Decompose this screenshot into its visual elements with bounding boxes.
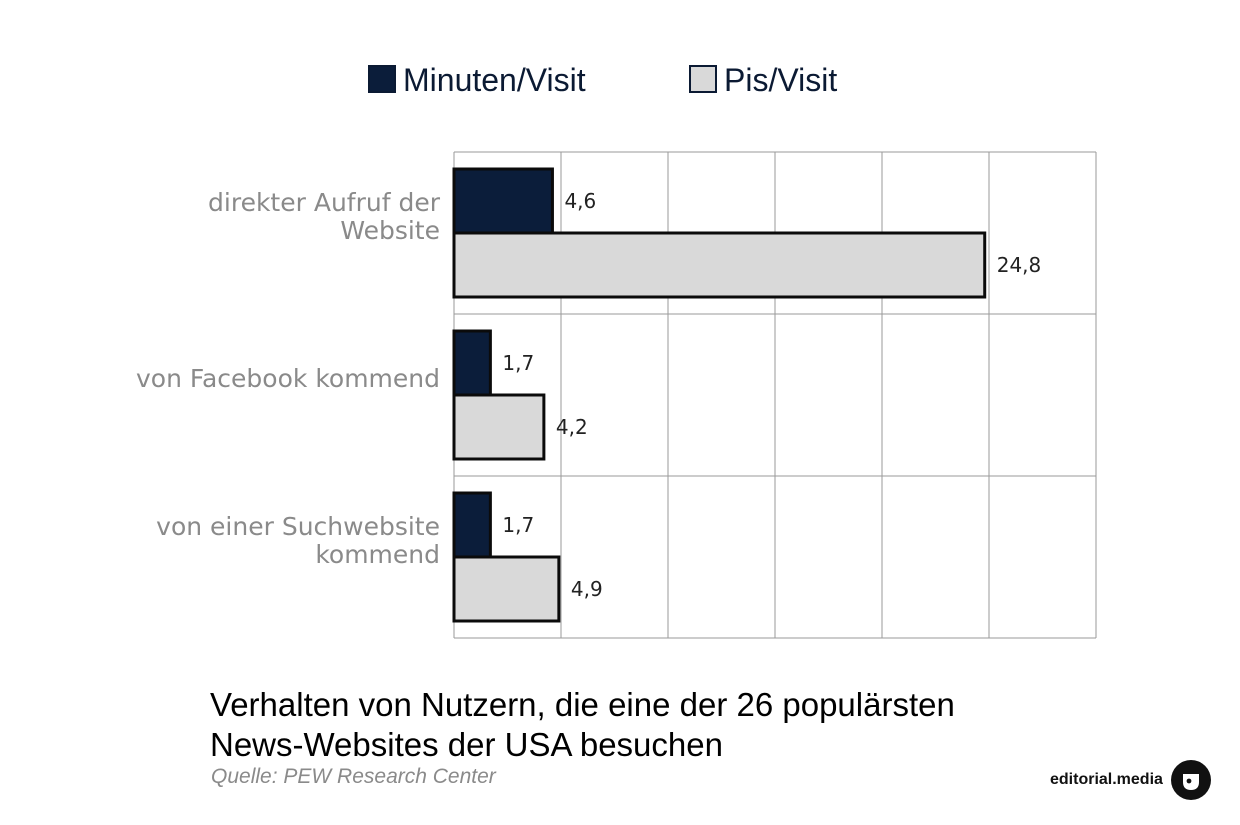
category-label-1-line-1: direkter Aufruf der — [208, 188, 441, 217]
bar-1-2 — [452, 231, 987, 299]
brand[interactable]: editorial.media — [1050, 760, 1211, 800]
value-label-2-1: 1,7 — [502, 351, 534, 375]
bar-3-2 — [452, 555, 561, 623]
category-label-2: von Facebook kommend — [136, 364, 440, 393]
legend-swatch-2 — [689, 65, 717, 93]
category-label-3: von einer Suchwebsite kommend — [156, 512, 440, 569]
bar-2-2 — [452, 393, 546, 461]
brand-name: editorial.media — [1050, 771, 1163, 788]
bar-2-1 — [452, 329, 492, 397]
category-label-1-line-2: Website — [340, 216, 440, 245]
category-label-3-line-2: kommend — [315, 540, 440, 569]
source-note: Quelle: PEW Research Center — [211, 765, 496, 788]
legend-label-2: Pis/Visit — [724, 62, 837, 98]
bar-3-1 — [452, 491, 492, 559]
category-label-3-line-1: von einer Suchwebsite — [156, 512, 440, 541]
value-label-1-1: 4,6 — [564, 189, 596, 213]
value-label-3-2: 4,9 — [571, 577, 603, 601]
editorial-media-logo-icon — [1170, 760, 1211, 800]
legend-label-1: Minuten/Visit — [403, 62, 586, 98]
value-label-3-1: 1,7 — [502, 513, 534, 537]
value-label-1-2: 24,8 — [997, 253, 1042, 277]
category-label-2-line-1: von Facebook kommend — [136, 364, 440, 393]
bar-1-1 — [452, 167, 554, 235]
value-label-2-2: 4,2 — [556, 415, 588, 439]
chart-title-line-1: Verhalten von Nutzern, die eine der 26 p… — [210, 686, 955, 723]
category-label-1: direkter Aufruf der Website — [208, 188, 441, 245]
chart-title: Verhalten von Nutzern, die eine der 26 p… — [210, 685, 1110, 765]
bar-chart: Minuten/Visit Pis/Visit 4,6 24,8 direkter Au… — [136, 62, 1097, 639]
legend-swatch-1 — [368, 65, 396, 93]
chart-title-line-2: News-Websites der USA besuchen — [210, 726, 723, 763]
